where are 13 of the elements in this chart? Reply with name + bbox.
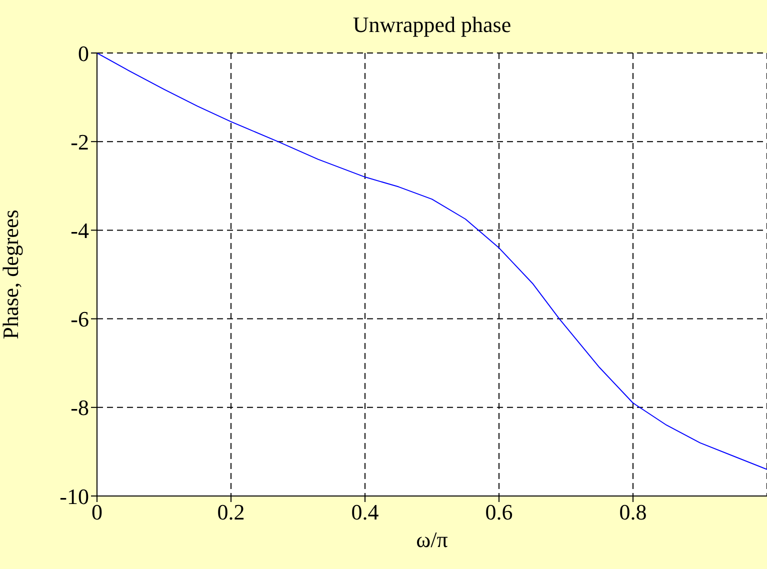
y-tick-label: 0	[78, 40, 89, 66]
x-tick-label: 0.6	[485, 500, 513, 525]
y-tick-label: -2	[70, 129, 89, 154]
y-tick-label: -4	[70, 218, 89, 244]
x-tick-label: 0.8	[619, 500, 647, 525]
x-axis-title: ω/π	[416, 527, 448, 552]
chart-title: Unwrapped phase	[352, 12, 512, 38]
y-tick-label: -6	[70, 306, 89, 332]
y-tick-label: -10	[60, 484, 89, 509]
x-tick-label: 0.4	[351, 500, 379, 525]
y-tick-label: -8	[70, 395, 89, 420]
x-tick-label: 0.2	[217, 500, 245, 525]
y-axis-title: Phase, degrees	[0, 210, 23, 340]
